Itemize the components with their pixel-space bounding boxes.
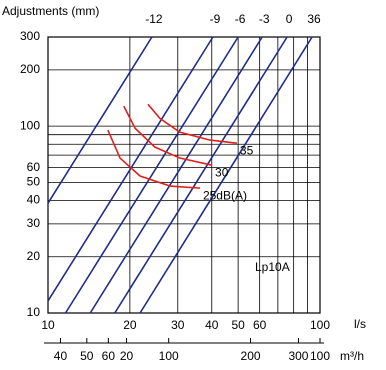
x-tick-label: 50 (231, 318, 245, 332)
series-label: 35 (240, 143, 254, 157)
x2-axis-title: m³/h (340, 349, 364, 363)
y-tick-label: 100 (20, 118, 40, 132)
x2-tick-label: 20 (120, 349, 134, 363)
series-label: 25dB(A) (203, 188, 247, 202)
series-line (147, 103, 238, 144)
x2-tick-label: 40 (54, 349, 68, 363)
x-tick-label: 20 (123, 318, 137, 332)
y-tick-label: 50 (27, 175, 41, 189)
series-label: -3 (259, 12, 270, 26)
series-label: -9 (210, 12, 221, 26)
y-tick-label: 200 (20, 62, 40, 76)
plot-frame (47, 36, 321, 314)
x2-tick-label: 60 (102, 349, 116, 363)
series-label: -6 (235, 12, 246, 26)
series-label: 36 (307, 12, 321, 26)
x-axis-title: l/s (354, 317, 366, 331)
series-line (123, 105, 213, 166)
y-tick-label: 20 (27, 249, 41, 263)
series-line (64, 36, 239, 314)
x-tick-label: 100 (310, 318, 330, 332)
y-tick-label: 10 (27, 305, 41, 319)
x-tick-label: 10 (41, 318, 55, 332)
x-tick-label: 60 (253, 318, 267, 332)
x2-tick-label: 100 (310, 349, 330, 363)
y-tick-label: 300 (20, 29, 40, 43)
series-label: 30 (215, 165, 229, 179)
series-label: 0 (286, 12, 293, 26)
x2-tick-label: 200 (241, 349, 261, 363)
series-label: -12 (145, 12, 163, 26)
x2-tick-label: 100 (159, 349, 179, 363)
series-line (107, 129, 201, 189)
series-line (47, 36, 214, 302)
y-tick-label: 30 (27, 216, 41, 230)
x2-tick-label: 50 (80, 349, 94, 363)
series-line (114, 36, 288, 314)
x-tick-label: 30 (171, 318, 185, 332)
series-line (47, 36, 153, 204)
x2-tick-label: 300 (288, 349, 308, 363)
y-tick-label: 60 (27, 160, 41, 174)
y-tick-label: 40 (27, 193, 41, 207)
series-line (89, 36, 263, 314)
y-axis-title: Adjustments (mm) (2, 4, 99, 18)
annotation: Lp10A (255, 260, 290, 274)
series-line (139, 36, 313, 314)
x-tick-label: 40 (205, 318, 219, 332)
